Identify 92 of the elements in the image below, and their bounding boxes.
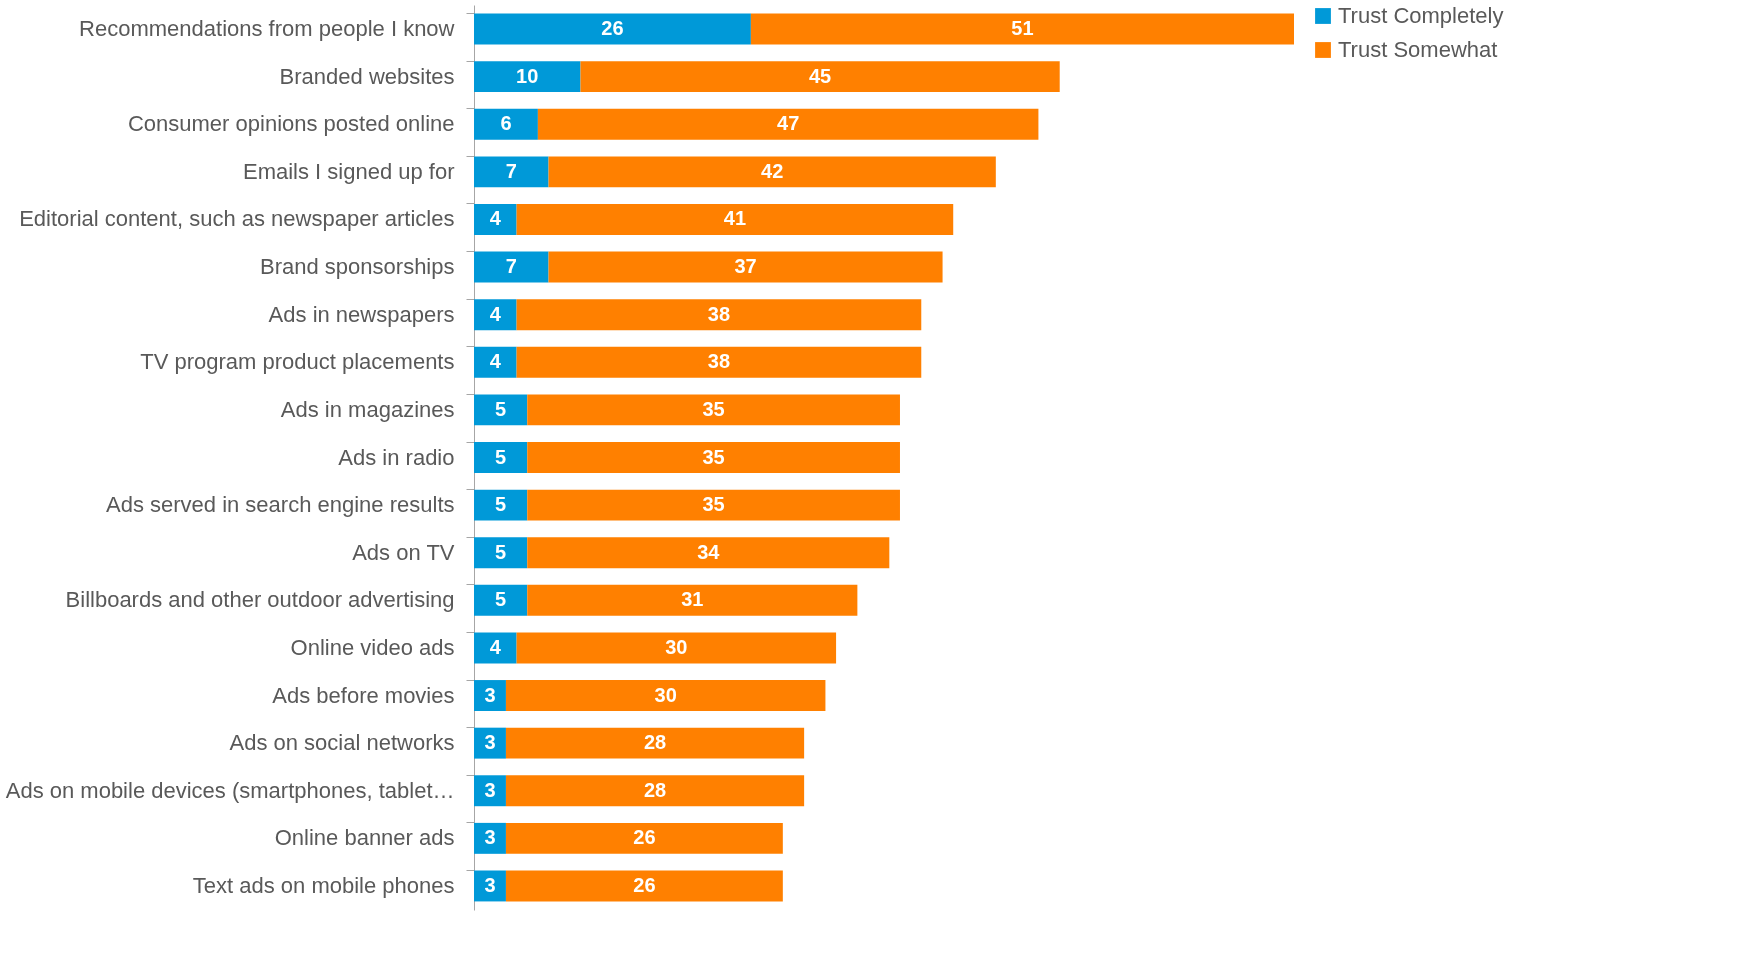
bar	[474, 537, 528, 569]
bar	[505, 727, 805, 759]
data-label: 38	[707, 350, 731, 373]
data-label: 5	[495, 493, 507, 516]
y-tick-label: Branded websites	[279, 63, 455, 89]
legend-label: Trust Somewhat	[1338, 37, 1498, 62]
data-label: 3	[484, 873, 496, 896]
data-label: 26	[633, 826, 656, 849]
y-tick-label: Text ads on mobile phones	[192, 872, 455, 898]
data-label: 28	[643, 778, 667, 801]
bar	[516, 204, 954, 235]
data-label: 26	[601, 17, 624, 40]
bar	[474, 13, 751, 45]
bar	[505, 775, 805, 807]
data-label: 4	[489, 207, 502, 230]
data-label: 28	[643, 731, 667, 754]
bar	[580, 61, 1060, 93]
y-tick-label: Ads served in search engine results	[105, 492, 455, 518]
data-label: 31	[681, 588, 704, 611]
data-label: 30	[665, 635, 688, 658]
bar	[474, 489, 528, 521]
data-label: 4	[489, 635, 502, 658]
data-label: 5	[495, 445, 507, 468]
data-label: 30	[654, 683, 677, 706]
bar	[750, 13, 1294, 45]
data-label: 35	[702, 445, 725, 468]
bar	[474, 442, 528, 473]
bar	[505, 822, 783, 854]
y-tick-label: Brand sponsorships	[260, 254, 455, 280]
y-tick-label: Billboards and other outdoor advertising	[65, 587, 455, 613]
data-label: 3	[484, 826, 496, 849]
data-label: 3	[484, 778, 496, 801]
y-tick-label: Ads on mobile devices (smartphones, tablet…	[5, 777, 455, 803]
bar	[474, 204, 517, 235]
bar	[474, 108, 538, 140]
bar	[548, 251, 943, 283]
bar	[505, 680, 826, 711]
bar	[527, 537, 890, 569]
bar	[474, 346, 517, 378]
bar	[474, 299, 517, 331]
bar	[516, 632, 837, 664]
bar	[474, 251, 549, 283]
data-label: 35	[702, 493, 725, 516]
bar	[474, 632, 517, 664]
bar	[516, 346, 922, 378]
y-tick-label: Ads in radio	[338, 444, 455, 470]
data-label: 3	[484, 731, 496, 754]
bar	[474, 584, 528, 616]
y-tick-label: Ads in newspapers	[268, 301, 455, 327]
data-label: 45	[808, 64, 832, 87]
data-label: 41	[723, 207, 747, 230]
data-label: 51	[1011, 17, 1034, 40]
y-tick-label: Ads before movies	[272, 682, 455, 708]
y-tick-label: Online banner ads	[274, 825, 455, 851]
data-label: 37	[734, 255, 757, 278]
data-label: 4	[489, 302, 502, 325]
data-label: 10	[516, 64, 539, 87]
y-tick-label: Ads on TV	[352, 539, 455, 565]
data-label: 3	[484, 683, 496, 706]
bar	[527, 584, 858, 616]
bar	[505, 870, 783, 902]
data-label: 5	[495, 540, 507, 563]
data-label: 5	[495, 397, 507, 420]
bar	[548, 156, 996, 188]
bar	[527, 394, 900, 426]
data-label: 34	[697, 540, 721, 563]
data-label: 6	[500, 112, 512, 135]
data-label: 35	[702, 397, 725, 420]
data-label: 5	[495, 588, 507, 611]
bar	[527, 489, 900, 521]
bar	[516, 299, 922, 331]
bar	[474, 156, 549, 188]
y-tick-label: Ads on social networks	[229, 730, 455, 756]
bar	[527, 442, 900, 473]
data-label: 47	[777, 112, 800, 135]
data-label: 7	[505, 255, 517, 278]
y-tick-label: TV program product placements	[140, 349, 455, 375]
y-tick-label: Emails I signed up for	[242, 158, 455, 184]
data-label: 4	[489, 350, 502, 373]
data-label: 7	[505, 159, 517, 182]
bar	[474, 61, 581, 93]
data-label: 42	[761, 159, 784, 182]
y-tick-label: Online video ads	[290, 634, 455, 660]
data-label: 26	[633, 873, 656, 896]
legend-label: Trust Completely	[1338, 3, 1504, 28]
y-tick-label: Recommendations from people I know	[79, 16, 455, 42]
data-label: 38	[707, 302, 731, 325]
y-tick-label: Editorial content, such as newspaper articles	[19, 206, 455, 232]
y-tick-label: Consumer opinions posted online	[127, 111, 455, 137]
y-tick-label: Ads in magazines	[280, 396, 455, 422]
bar	[537, 108, 1039, 140]
bar	[474, 394, 528, 426]
